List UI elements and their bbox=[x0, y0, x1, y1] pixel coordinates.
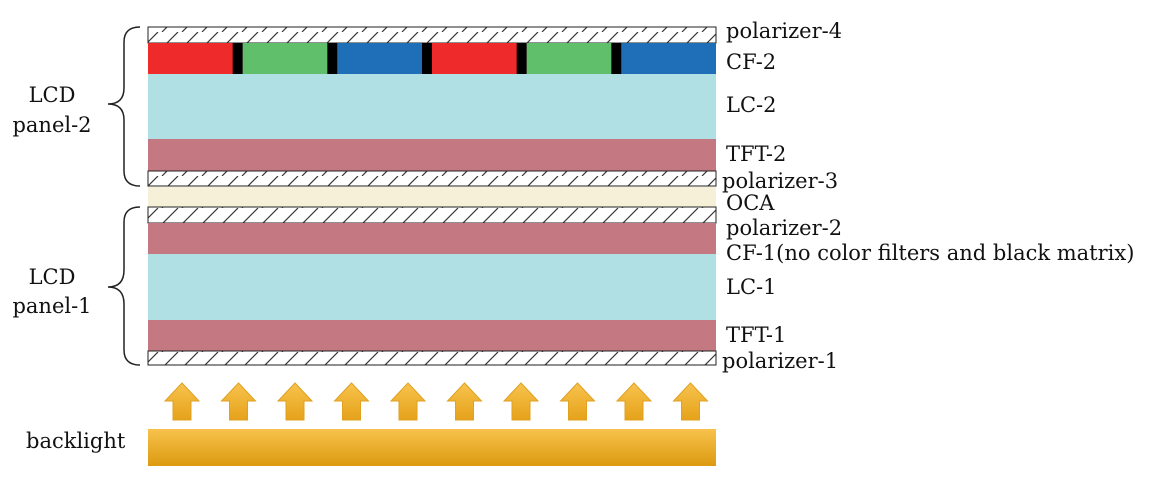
cf-2-blue-filter bbox=[621, 43, 716, 74]
panel-1-label-line2: panel-1 bbox=[12, 294, 91, 318]
cf-2-black-matrix bbox=[232, 43, 243, 74]
label-cf-2: CF-2 bbox=[726, 50, 776, 74]
oca-layer bbox=[148, 187, 716, 207]
panel-2-brace bbox=[107, 26, 141, 187]
light-arrow-up-icon bbox=[163, 382, 201, 421]
tft-1-layer bbox=[148, 320, 716, 351]
backlight-arrows bbox=[163, 382, 709, 421]
cf-2-red-filter bbox=[148, 43, 243, 74]
polarizer-2-layer bbox=[147, 206, 717, 224]
panel-1-brace bbox=[107, 206, 141, 366]
label-backlight: backlight bbox=[26, 429, 126, 453]
cf-2-layer bbox=[148, 43, 716, 74]
cf-2-black-matrix bbox=[422, 43, 432, 74]
light-arrow-up-icon bbox=[220, 382, 257, 421]
cf-2-black-matrix bbox=[516, 43, 527, 74]
label-oca: OCA bbox=[726, 191, 775, 215]
light-arrow-up-icon bbox=[446, 382, 483, 421]
light-arrow-up-icon bbox=[276, 382, 314, 421]
panel-2-label-line2: panel-2 bbox=[12, 113, 91, 137]
light-arrow-up-icon bbox=[389, 382, 427, 421]
tft-2-layer bbox=[148, 139, 716, 171]
label-cf-1: CF-1(no color filters and black matrix) bbox=[726, 241, 1134, 265]
polarizer-3-layer bbox=[147, 170, 717, 187]
polarizer-4-layer bbox=[147, 26, 717, 44]
label-polarizer-1: polarizer-1 bbox=[722, 349, 838, 373]
light-arrow-up-icon bbox=[502, 382, 540, 421]
light-arrow-up-icon bbox=[672, 382, 709, 421]
label-polarizer-3: polarizer-3 bbox=[722, 169, 838, 193]
cf-2-black-matrix bbox=[327, 43, 338, 74]
light-arrow-up-icon bbox=[559, 382, 596, 421]
lc-1-layer bbox=[148, 254, 716, 320]
cf-2-blue-filter bbox=[337, 43, 432, 74]
light-arrow-up-icon bbox=[333, 382, 370, 421]
cf-1-layer bbox=[148, 223, 716, 254]
cf-2-green-filter bbox=[526, 43, 622, 74]
label-lc-1: LC-1 bbox=[726, 275, 776, 299]
cf-2-green-filter bbox=[242, 43, 338, 74]
backlight-bar bbox=[148, 429, 716, 466]
lc-2-layer bbox=[148, 74, 716, 139]
cf-2-red-filter bbox=[432, 43, 527, 74]
label-lc-2: LC-2 bbox=[726, 93, 776, 117]
panel-1-label-line1: LCD bbox=[29, 265, 76, 289]
label-tft-2: TFT-2 bbox=[726, 142, 786, 166]
label-polarizer-2: polarizer-2 bbox=[726, 216, 842, 240]
cf-2-black-matrix bbox=[611, 43, 622, 74]
light-arrow-up-icon bbox=[615, 382, 653, 421]
panel-2-label-line1: LCD bbox=[29, 83, 76, 107]
label-tft-1: TFT-1 bbox=[726, 323, 786, 347]
polarizer-1-layer bbox=[147, 350, 717, 366]
label-polarizer-4: polarizer-4 bbox=[726, 19, 842, 43]
